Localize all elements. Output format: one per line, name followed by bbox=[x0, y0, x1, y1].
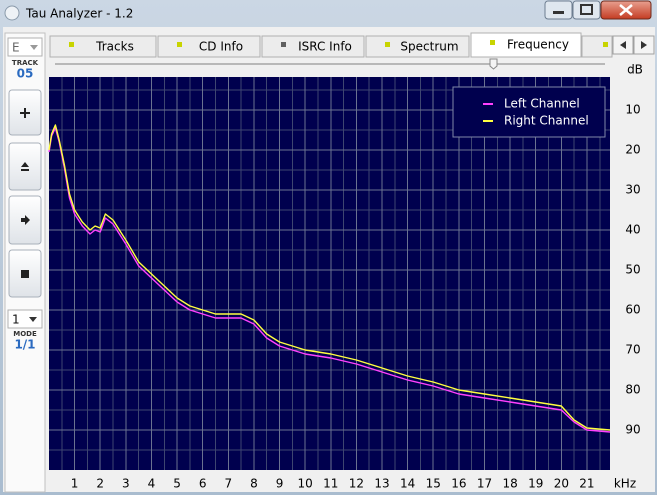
tab-background bbox=[470, 32, 582, 58]
y-tick-label: 40 bbox=[625, 223, 640, 237]
tab-marker bbox=[69, 42, 74, 47]
tab-marker bbox=[385, 42, 390, 47]
x-tick-label: 14 bbox=[400, 477, 415, 491]
tab-background bbox=[365, 35, 470, 58]
tab-label: ISRC Info bbox=[298, 40, 352, 54]
y-tick-label: 60 bbox=[625, 303, 640, 317]
legend: Left Channel Right Channel bbox=[452, 86, 606, 138]
x-tick-label: 3 bbox=[122, 477, 130, 491]
legend-label: Left Channel bbox=[504, 97, 580, 111]
tab-marker bbox=[281, 42, 286, 47]
slider-thumb[interactable] bbox=[489, 58, 498, 70]
x-tick-label: 8 bbox=[250, 477, 258, 491]
arrow-icon bbox=[641, 41, 647, 49]
x-tick-label: 13 bbox=[374, 477, 389, 491]
tab-marker bbox=[177, 42, 182, 47]
track-select-value: E bbox=[12, 41, 20, 55]
mode-select-value: 1 bbox=[12, 313, 20, 327]
arrow-icon bbox=[620, 41, 626, 49]
mode-select[interactable] bbox=[7, 309, 43, 329]
x-tick-label: 4 bbox=[148, 477, 156, 491]
maximize-button[interactable] bbox=[572, 0, 601, 20]
x-tick-label: 16 bbox=[451, 477, 466, 491]
plot: Left Channel Right Channel bbox=[48, 77, 611, 470]
x-tick-label: 12 bbox=[349, 477, 364, 491]
x-tick-label: 6 bbox=[199, 477, 207, 491]
add-icon bbox=[20, 108, 30, 118]
x-tick-label: 17 bbox=[477, 477, 492, 491]
tab[interactable]: Spectrum bbox=[365, 35, 470, 58]
x-tick-label: 7 bbox=[224, 477, 232, 491]
x-tick-label: 1 bbox=[71, 477, 79, 491]
x-tick-label: 15 bbox=[426, 477, 441, 491]
data-line bbox=[48, 124, 611, 431]
y-tick-label: 20 bbox=[625, 143, 640, 157]
y-tick-label: 30 bbox=[625, 183, 640, 197]
tab[interactable]: CD Info bbox=[157, 35, 261, 58]
mode-value: 1/1 bbox=[14, 338, 35, 352]
close-icon bbox=[619, 4, 633, 16]
minimize-button[interactable] bbox=[544, 0, 573, 20]
x-tick-label: 5 bbox=[173, 477, 181, 491]
play-icon bbox=[21, 215, 30, 225]
tab-label: Frequency bbox=[507, 38, 569, 52]
y-axis-unit: dB bbox=[627, 63, 643, 77]
legend-box bbox=[452, 86, 606, 138]
tab-background bbox=[49, 35, 157, 58]
eject-icon bbox=[21, 162, 29, 171]
tab[interactable]: ISRC Info bbox=[261, 35, 365, 58]
tab-background bbox=[261, 35, 365, 58]
tab-marker bbox=[490, 40, 495, 45]
tab-label: Tracks bbox=[95, 40, 134, 54]
plot-area bbox=[49, 77, 610, 470]
track-label: TRACK bbox=[12, 59, 39, 67]
mode-label: MODE bbox=[13, 330, 37, 338]
track-number: 05 bbox=[17, 67, 34, 81]
window-title: Tau Analyzer - 1.2 bbox=[25, 7, 133, 21]
tab-partial[interactable] bbox=[581, 35, 613, 58]
tab-marker bbox=[603, 42, 608, 47]
y-tick-label: 70 bbox=[625, 343, 640, 357]
track-select[interactable] bbox=[7, 37, 43, 57]
maximize-icon bbox=[580, 4, 593, 15]
data-line bbox=[48, 127, 611, 433]
x-tick-label: 11 bbox=[323, 477, 338, 491]
stop-icon bbox=[21, 270, 29, 278]
x-tick-label: 2 bbox=[96, 477, 104, 491]
x-tick-label: 21 bbox=[579, 477, 594, 491]
tab-background bbox=[157, 35, 261, 58]
x-axis-unit: kHz bbox=[614, 477, 636, 491]
y-tick-label: 80 bbox=[625, 383, 640, 397]
minimize-icon bbox=[553, 11, 564, 14]
y-tick-label: 10 bbox=[625, 103, 640, 117]
dropdown-arrow bbox=[30, 45, 38, 50]
x-tick-label: 10 bbox=[298, 477, 313, 491]
app-icon bbox=[4, 5, 20, 21]
dropdown-arrow bbox=[29, 317, 37, 322]
tab[interactable]: Frequency bbox=[470, 32, 582, 58]
x-tick-label: 19 bbox=[528, 477, 543, 491]
legend-label: Right Channel bbox=[504, 114, 589, 128]
tab-label: Spectrum bbox=[400, 40, 458, 54]
window-controls[interactable] bbox=[544, 0, 652, 20]
x-tick-label: 18 bbox=[502, 477, 517, 491]
x-tick-label: 9 bbox=[276, 477, 284, 491]
tab-label: CD Info bbox=[199, 40, 243, 54]
y-tick-label: 90 bbox=[625, 423, 640, 437]
tab[interactable]: Tracks bbox=[49, 35, 157, 58]
x-tick-label: 20 bbox=[554, 477, 569, 491]
y-tick-label: 50 bbox=[625, 263, 640, 277]
